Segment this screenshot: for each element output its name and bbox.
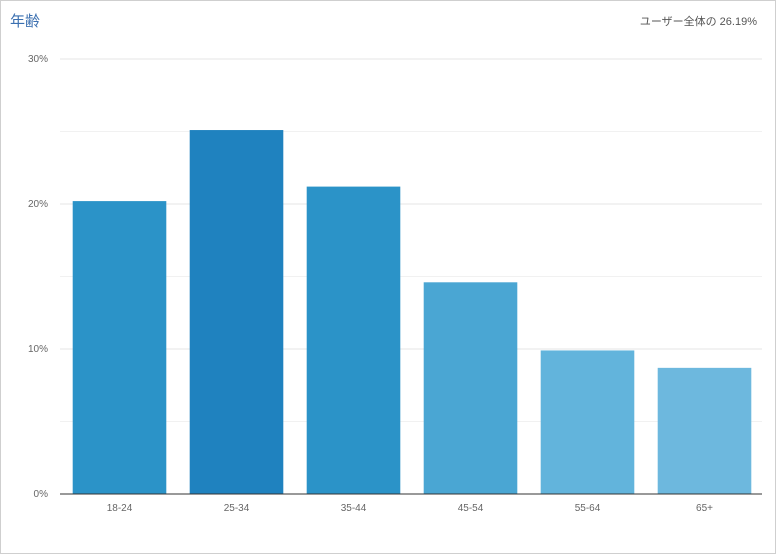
x-tick-label: 25-34 (224, 503, 250, 514)
x-tick-label: 45-54 (458, 503, 484, 514)
y-tick-label: 10% (28, 344, 48, 355)
chart-title: 年齢 (10, 13, 41, 30)
x-tick-label: 55-64 (575, 503, 601, 514)
bar-55-64[interactable] (540, 350, 635, 494)
y-tick-label: 20% (28, 199, 48, 210)
x-tick-label: 35-44 (341, 503, 367, 514)
bar-65+[interactable] (657, 367, 752, 494)
x-tick-label: 65+ (696, 503, 713, 514)
x-tick-label: 18-24 (107, 503, 133, 514)
y-tick-label: 0% (34, 489, 49, 500)
y-tick-label: 30% (28, 54, 48, 65)
bar-35-44[interactable] (306, 186, 401, 494)
bar-45-54[interactable] (423, 282, 518, 494)
user-share-summary: ユーザー全体の 26.19% (639, 16, 757, 28)
bar-18-24[interactable] (72, 201, 167, 494)
bar-25-34[interactable] (189, 130, 284, 495)
